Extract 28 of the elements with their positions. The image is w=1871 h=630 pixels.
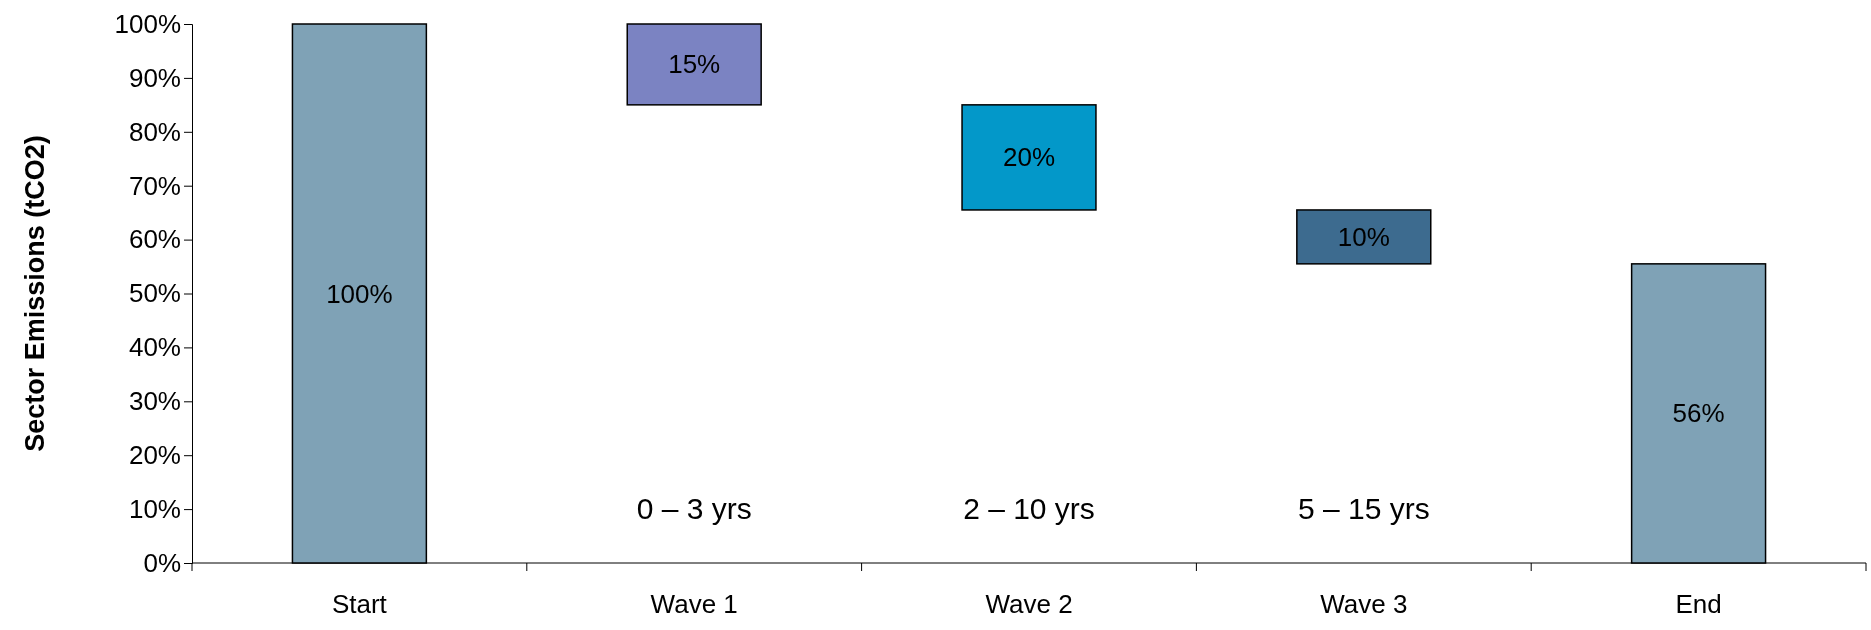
x-tick-label: Wave 2: [985, 589, 1073, 619]
annotation: 2 – 10 yrs: [963, 492, 1095, 525]
y-tick-label: 10%: [128, 493, 181, 524]
y-tick-label: 50%: [128, 278, 181, 309]
data-label: 20%: [1002, 142, 1056, 173]
x-tick-label: End: [1675, 589, 1722, 619]
x-tick-label: Start: [331, 589, 388, 619]
annotation: 5 – 15 yrs: [1297, 492, 1430, 525]
annotation: 0 – 3 yrs: [636, 492, 752, 525]
bar: [961, 104, 1097, 211]
y-tick-label: 60%: [128, 224, 181, 255]
data-label: 15%: [668, 49, 721, 80]
y-tick-label: 90%: [128, 62, 181, 93]
y-tick-label: 0%: [143, 547, 181, 578]
y-tick-label: 70%: [128, 170, 181, 201]
y-tick-label: 80%: [128, 116, 181, 147]
y-tick-label: 100%: [114, 8, 181, 39]
y-axis-title: Sector Emissions (tCO2): [20, 135, 50, 452]
x-tick-label: Wave 3: [1320, 589, 1408, 619]
data-label: 100%: [326, 278, 393, 309]
data-label: 10%: [1337, 221, 1390, 252]
y-tick-label: 30%: [128, 386, 181, 417]
bar: [626, 23, 762, 106]
data-label: 56%: [1672, 398, 1725, 429]
bar: [1296, 209, 1432, 265]
y-tick-label: 20%: [128, 440, 181, 471]
x-tick-label: Wave 1: [650, 589, 738, 619]
y-tick-label: 40%: [128, 332, 181, 363]
